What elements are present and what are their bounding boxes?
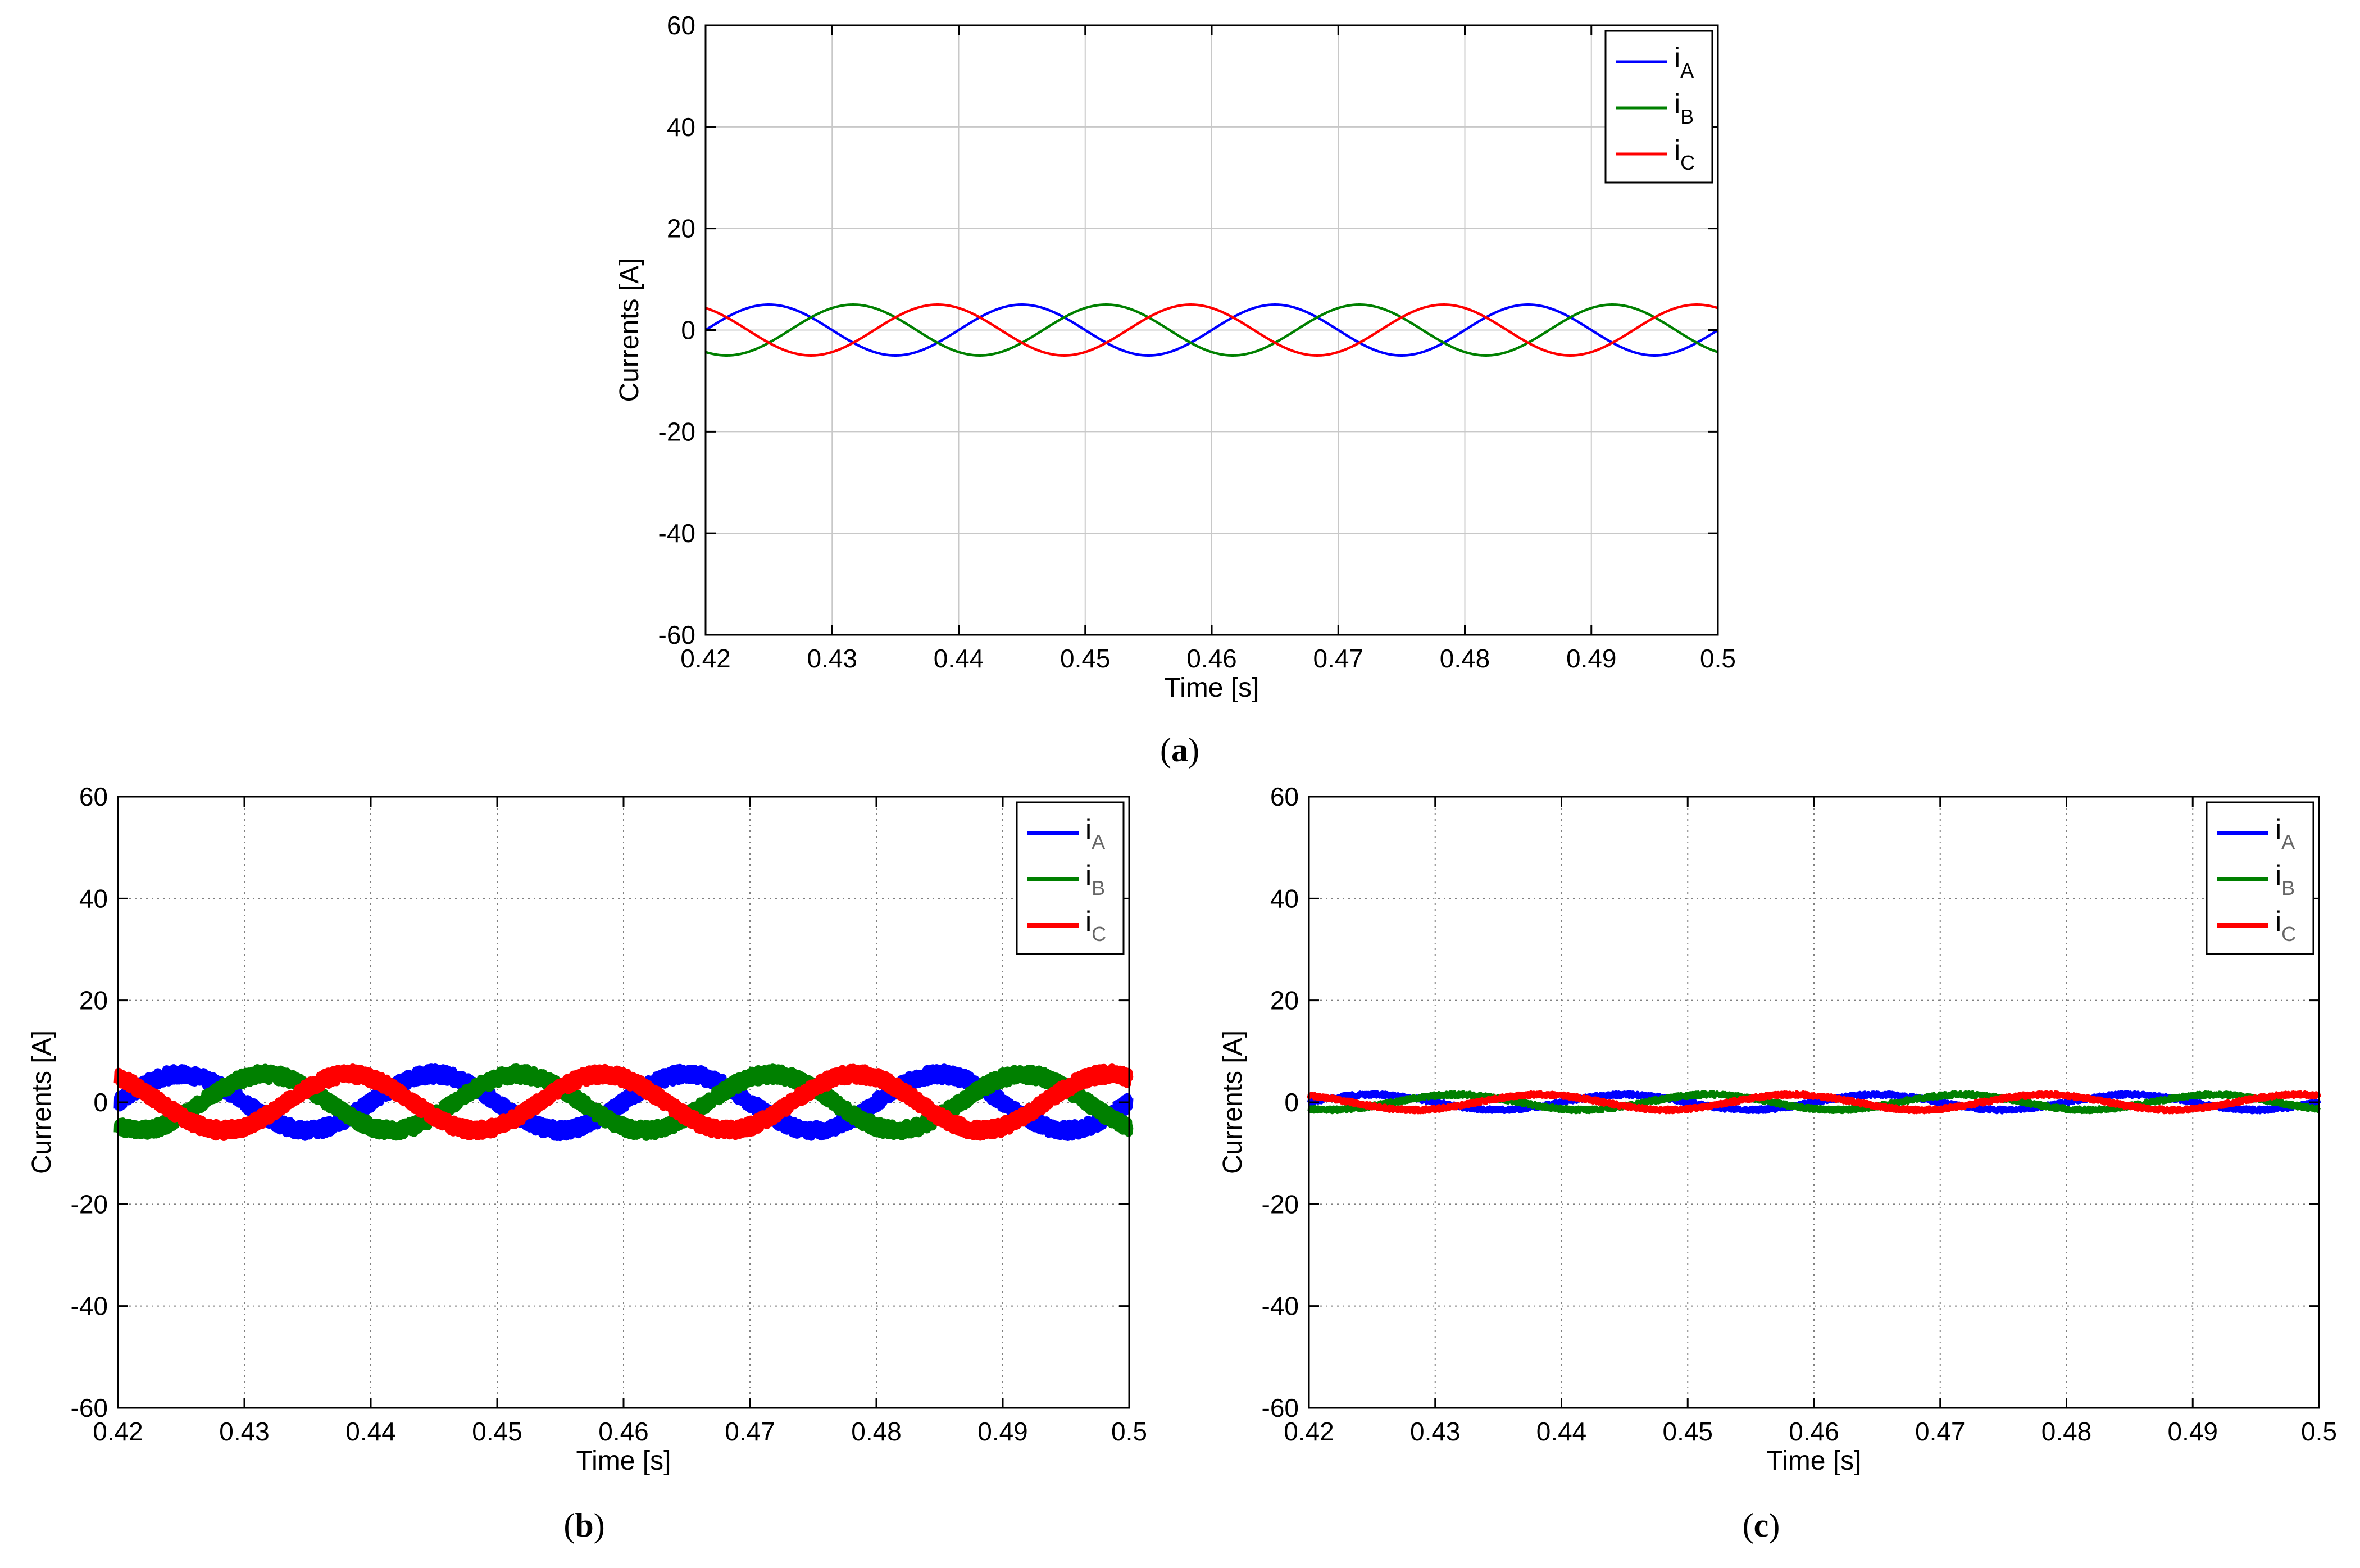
- y-tick-label: -40: [1262, 1292, 1299, 1321]
- legend: iA iB iC: [1016, 801, 1125, 955]
- legend-label-iB: iB: [2275, 860, 2295, 899]
- series-line-iC: [1307, 1090, 2321, 1115]
- y-tick-label: -20: [1262, 1189, 1299, 1219]
- legend-label-iB: iB: [1674, 88, 1694, 128]
- series-line-iA: [1307, 1090, 2321, 1115]
- series-line-iA: [113, 1063, 1134, 1142]
- series-line-iB: [113, 1063, 1134, 1141]
- y-axis-label: Currents [A]: [1218, 1030, 1248, 1174]
- x-tick-label: 0.45: [1662, 1417, 1713, 1446]
- y-tick-label: 0: [1284, 1088, 1299, 1117]
- legend-label-iC: iC: [2275, 906, 2296, 946]
- y-tick-label: 0: [93, 1088, 108, 1117]
- x-tick-label: 0.48: [851, 1417, 902, 1446]
- y-tick-label: -60: [1262, 1393, 1299, 1422]
- x-tick-label: 0.46: [1789, 1417, 1839, 1446]
- x-tick-label: 0.5: [2301, 1417, 2337, 1446]
- legend: iA iB iC: [2206, 801, 2314, 955]
- x-tick-label: 0.48: [2041, 1417, 2092, 1446]
- series-line-iB: [704, 303, 1719, 357]
- chart-panel-c: 0.42 0.43 0.44 0.45 0.46 0.47 0.48 0.49 0.5 60 40 2…: [1218, 782, 2337, 1544]
- x-tick-label: 0.44: [1536, 1417, 1587, 1446]
- x-tick-label: 0.46: [1186, 644, 1237, 673]
- y-tick-label: 60: [667, 11, 695, 40]
- x-tick-label: 0.48: [1440, 644, 1490, 673]
- series-line-iB: [1307, 1090, 2321, 1115]
- legend: iA iB iC: [1604, 30, 1713, 184]
- x-tick-label: 0.47: [1915, 1417, 1966, 1446]
- chart-panel-b: 0.42 0.43 0.44 0.45 0.46 0.47 0.48 0.49 0.5 60 40 2…: [27, 782, 1147, 1544]
- y-tick-label: 60: [79, 782, 108, 811]
- y-tick-label: -20: [658, 417, 695, 446]
- y-tick-label: 20: [667, 214, 695, 243]
- x-tick-label: 0.45: [1060, 644, 1111, 673]
- legend-label-iC: iC: [1085, 906, 1106, 946]
- legend-label-iB: iB: [1085, 860, 1105, 899]
- x-tick-label: 0.43: [1410, 1417, 1461, 1446]
- y-tick-label: 40: [1270, 884, 1299, 913]
- panel-caption: (a): [1160, 731, 1199, 769]
- y-tick-label: 0: [681, 316, 695, 345]
- x-axis-label: Time [s]: [1767, 1446, 1862, 1476]
- x-tick-label: 0.43: [807, 644, 857, 673]
- y-tick-label: -40: [658, 519, 695, 548]
- y-tick-label: -40: [71, 1292, 108, 1321]
- x-tick-label: 0.42: [680, 644, 731, 673]
- y-tick-label: 20: [79, 986, 108, 1015]
- x-tick-label: 0.5: [1700, 644, 1736, 673]
- y-tick-label: -60: [71, 1393, 108, 1422]
- series-line-iC: [704, 303, 1719, 357]
- x-tick-label: 0.49: [1566, 644, 1617, 673]
- legend-label-iA: iA: [1674, 42, 1694, 82]
- panel-caption: (c): [1743, 1507, 1780, 1544]
- x-tick-label: 0.5: [1111, 1417, 1147, 1446]
- legend-label-iA: iA: [1085, 813, 1105, 853]
- y-tick-label: 40: [79, 884, 108, 913]
- y-tick-label: 20: [1270, 986, 1299, 1015]
- y-tick-label: 40: [667, 112, 695, 142]
- y-tick-label: -20: [71, 1189, 108, 1219]
- series-line-iA: [704, 303, 1719, 357]
- y-tick-label: 60: [1270, 782, 1299, 811]
- legend-label-iA: iA: [2275, 813, 2295, 853]
- y-axis-label: Currents [A]: [615, 258, 644, 402]
- x-tick-label: 0.47: [725, 1417, 775, 1446]
- x-tick-label: 0.46: [598, 1417, 649, 1446]
- y-axis-label: Currents [A]: [27, 1030, 57, 1174]
- x-tick-label: 0.44: [934, 644, 984, 673]
- x-tick-label: 0.42: [1284, 1417, 1334, 1446]
- x-tick-label: 0.43: [219, 1417, 270, 1446]
- y-tick-label: -60: [658, 620, 695, 649]
- x-axis-label: Time [s]: [576, 1446, 671, 1476]
- series-line-iC: [113, 1063, 1134, 1142]
- chart-panel-a: 0.42 0.43 0.44 0.45 0.46 0.47 0.48 0.49 0.5 60 40 2…: [615, 11, 1736, 769]
- x-tick-label: 0.49: [2167, 1417, 2218, 1446]
- legend-label-iC: iC: [1674, 134, 1695, 174]
- x-tick-label: 0.45: [472, 1417, 522, 1446]
- x-axis-label: Time [s]: [1165, 673, 1259, 703]
- x-tick-label: 0.42: [93, 1417, 143, 1446]
- x-tick-label: 0.44: [345, 1417, 396, 1446]
- x-tick-label: 0.47: [1313, 644, 1363, 673]
- panel-caption: (b): [563, 1507, 604, 1544]
- x-tick-label: 0.49: [977, 1417, 1028, 1446]
